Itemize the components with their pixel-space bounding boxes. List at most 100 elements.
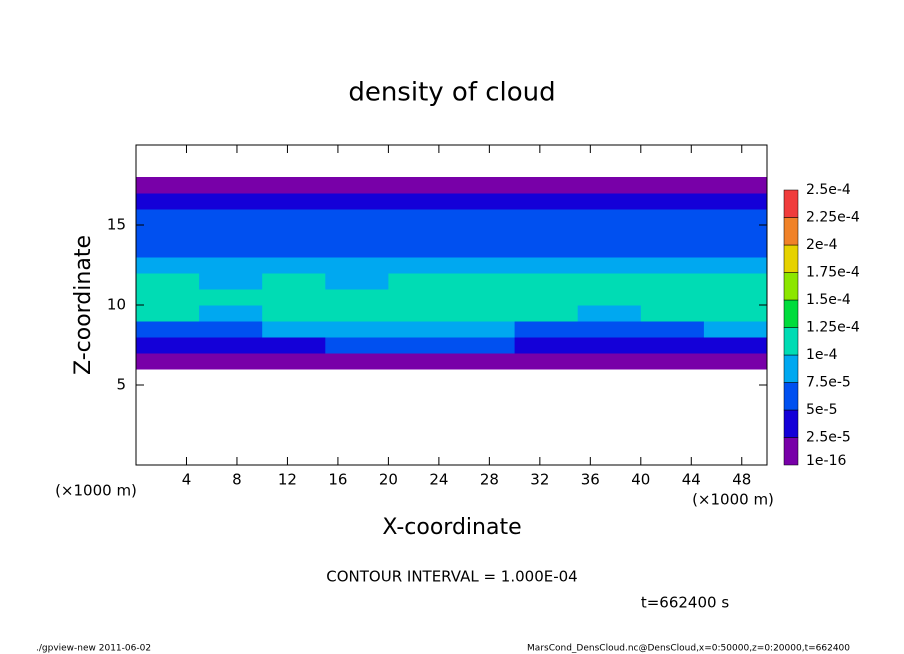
heatmap-cell [451,257,516,274]
heatmap-cell [514,225,579,242]
heatmap-cell [325,193,389,210]
heatmap-cell [703,305,768,322]
colorbar-label: 5e-5 [806,402,837,418]
heatmap-cell [262,177,326,194]
heatmap-cell [577,241,642,258]
heatmap-cell [199,257,263,274]
heatmap-cell [514,337,579,354]
colorbar-label: 1e-16 [806,453,846,469]
heatmap-cell [514,289,579,306]
heatmap-cell [577,193,642,210]
heatmap-cell [325,321,389,338]
colorbar-swatch [783,409,799,438]
x-tick-label: 32 [530,471,549,489]
heatmap-cell [136,241,200,258]
x-unit-label: (×1000 m) [692,491,774,509]
heatmap-cell [703,289,768,306]
heatmap-cell [577,209,642,226]
heatmap-cell [577,257,642,274]
colorbar-label: 2.25e-4 [806,210,860,226]
heatmap-cell [514,305,579,322]
heatmap-cell [577,337,642,354]
heatmap-cell [199,353,263,370]
heatmap-cell [136,289,200,306]
y-tick-label: 15 [107,216,126,234]
heatmap-cell [262,337,326,354]
heatmap-cell [136,305,200,322]
colorbar-swatch [783,437,799,466]
heatmap-cell [388,353,452,370]
heatmap-cell [514,273,579,290]
heatmap-cell [640,273,705,290]
x-tick-label: 36 [581,471,600,489]
heatmap-cell [514,321,579,338]
heatmap-cell [703,353,768,370]
colorbar-label: 1.5e-4 [806,292,851,308]
heatmap-cell [514,241,579,258]
heatmap-cell [136,193,200,210]
heatmap-cell [514,177,579,194]
x-tick-label: 44 [682,471,701,489]
heatmap-cell [388,241,452,258]
x-tick-label: 12 [278,471,297,489]
x-tick-label: 40 [631,471,650,489]
colorbar-label: 1e-4 [806,347,838,363]
heatmap-cell [199,177,263,194]
colorbar-swatch [783,272,799,301]
heatmap-cell [514,193,579,210]
heatmap-cell [514,257,579,274]
heatmap-cell [577,273,642,290]
heatmap-cell [703,209,768,226]
heatmap-cell [640,193,705,210]
heatmap-cell [262,193,326,210]
heatmap-cell [325,177,389,194]
heatmap-cell [703,257,768,274]
heatmap-cell [262,353,326,370]
heatmap-cell [388,273,452,290]
heatmap-cell [640,225,705,242]
heatmap-cell [388,337,452,354]
colorbar-swatch [783,217,799,246]
heatmap-cell [451,353,516,370]
heatmap-cell [262,257,326,274]
heatmap-cell [199,321,263,338]
heatmap-cell [262,209,326,226]
heatmap-cell [136,353,200,370]
heatmap-cell [388,257,452,274]
heatmap-cell [136,257,200,274]
heatmap-cell [640,257,705,274]
heatmap-cell [640,353,705,370]
heatmap-cell [136,337,200,354]
heatmap-cell [325,353,389,370]
heatmap-cell [451,321,516,338]
heatmap-cell [199,193,263,210]
x-tick-label: 16 [328,471,347,489]
heatmap-cell [577,353,642,370]
heatmap-cell [199,337,263,354]
heatmap-cell [703,193,768,210]
colorbar-label: 7.5e-5 [806,375,851,391]
x-axis-label: X-coordinate [382,515,521,540]
colorbar-label: 2e-4 [806,237,838,253]
heatmap-cell [199,225,263,242]
heatmap-cell [451,209,516,226]
heatmap-cell [451,289,516,306]
heatmap-cell [451,273,516,290]
heatmap-cell [514,353,579,370]
heatmap-cell [199,289,263,306]
heatmap-cell [640,337,705,354]
heatmap-cell [199,305,263,322]
heatmap-cell [388,209,452,226]
heatmap-cell [640,209,705,226]
colorbar-swatch [783,244,799,273]
heatmap-cell [703,273,768,290]
heatmap-cell [640,289,705,306]
heatmap-cell [703,177,768,194]
heatmap-cell [325,241,389,258]
heatmap-cell [703,241,768,258]
colorbar-label: 2.5e-4 [806,182,851,198]
x-tick-label: 28 [480,471,499,489]
colorbar-swatch [783,299,799,328]
colorbar-swatch [783,189,799,218]
